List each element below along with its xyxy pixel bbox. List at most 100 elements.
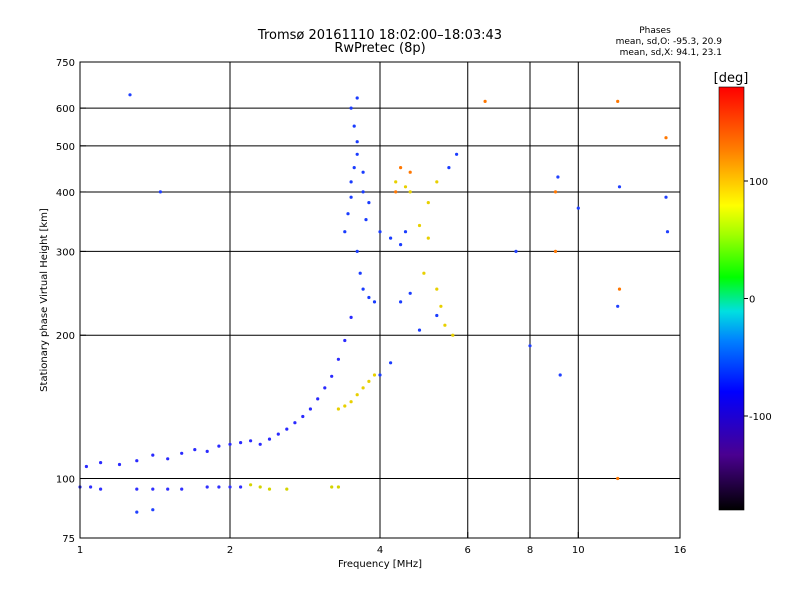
data-point <box>443 323 447 327</box>
axis-ticks: 1 2 4 6 8 10 16 75 100 200 300 400 500 600 750 <box>56 58 686 556</box>
data-point <box>135 510 139 514</box>
data-point <box>228 442 232 446</box>
data-point <box>399 243 403 247</box>
data-point <box>349 400 353 404</box>
data-point <box>166 457 170 461</box>
data-point <box>616 304 620 308</box>
data-point <box>367 201 371 205</box>
x-tick-label: 2 <box>227 545 233 556</box>
data-point <box>372 300 377 304</box>
data-point <box>378 230 382 234</box>
data-point <box>267 437 272 441</box>
data-point <box>361 386 365 390</box>
colorbar <box>719 87 744 510</box>
data-point <box>336 407 340 411</box>
data-point <box>217 444 221 448</box>
data-point <box>151 508 155 512</box>
data-point <box>285 487 289 491</box>
data-point <box>528 344 532 348</box>
data-point <box>417 328 422 332</box>
data-point <box>293 421 297 425</box>
data-point <box>166 487 170 491</box>
data-point <box>249 439 253 443</box>
data-point <box>349 315 353 319</box>
colorbar-ticks: 100 0 -100 <box>744 177 772 423</box>
colorbar-label: [deg] <box>714 71 749 86</box>
data-point <box>422 271 426 275</box>
data-point <box>361 170 365 174</box>
series-5 <box>394 99 668 481</box>
data-point <box>435 313 439 318</box>
stats-o-mode: mean, sd,O: -95.3, 20.9 <box>616 37 723 47</box>
data-point <box>361 190 365 194</box>
data-point <box>151 487 155 491</box>
data-point <box>343 404 347 408</box>
data-point <box>553 190 558 194</box>
data-point <box>417 223 422 228</box>
data-point <box>84 464 88 469</box>
stats-x-mode: mean, sd,X: 94.1, 23.1 <box>620 48 722 58</box>
x-tick-label: 8 <box>527 545 533 556</box>
data-point <box>158 190 162 194</box>
grid-lines <box>80 62 680 538</box>
data-point <box>99 461 103 465</box>
data-point <box>358 271 362 275</box>
data-point <box>616 99 620 103</box>
chart-title: Tromsø 20161110 18:02:00–18:03:43 <box>257 28 502 43</box>
data-point <box>483 99 487 103</box>
data-point <box>435 287 439 291</box>
data-point <box>403 230 408 234</box>
data-point <box>239 485 243 489</box>
chart-subtitle: RwPretec (8p) <box>334 41 425 56</box>
data-points <box>78 93 670 514</box>
data-point <box>367 379 371 383</box>
data-point <box>267 487 272 491</box>
data-point <box>352 124 356 128</box>
y-tick-label: 750 <box>56 58 75 69</box>
data-point <box>408 291 412 295</box>
data-point <box>664 195 668 199</box>
data-point <box>399 300 403 304</box>
data-point <box>217 485 221 489</box>
data-point <box>180 451 184 455</box>
data-point <box>553 249 558 253</box>
data-point <box>258 442 262 446</box>
data-point <box>556 175 560 179</box>
data-point <box>558 373 562 377</box>
data-point <box>617 287 622 291</box>
data-point <box>394 180 398 184</box>
data-point <box>389 236 393 240</box>
data-point <box>239 441 243 445</box>
data-point <box>258 485 262 489</box>
data-point <box>117 462 122 467</box>
data-point <box>349 195 353 199</box>
data-point <box>514 249 518 253</box>
data-point <box>343 230 347 234</box>
data-point <box>135 459 139 463</box>
y-tick-label: 500 <box>56 142 75 153</box>
y-tick-label: 100 <box>56 475 75 486</box>
data-point <box>228 485 232 489</box>
data-point <box>378 373 382 377</box>
x-tick-label: 4 <box>377 545 383 556</box>
data-point <box>276 432 280 436</box>
data-point <box>135 487 139 491</box>
series-2 <box>249 483 340 491</box>
data-point <box>316 397 320 401</box>
data-point <box>343 338 347 343</box>
data-point <box>346 212 350 216</box>
data-point <box>435 180 439 184</box>
data-point <box>355 152 359 156</box>
series-0 <box>84 315 353 469</box>
data-point <box>426 236 430 240</box>
data-point <box>576 206 580 210</box>
data-point <box>249 483 253 487</box>
y-tick-label: 400 <box>56 188 75 199</box>
data-point <box>451 333 455 337</box>
data-point <box>394 190 398 194</box>
stats-heading: Phases <box>639 26 671 36</box>
data-point <box>128 93 132 97</box>
data-point <box>205 449 209 453</box>
y-tick-label: 300 <box>56 247 75 258</box>
data-point <box>336 357 340 361</box>
